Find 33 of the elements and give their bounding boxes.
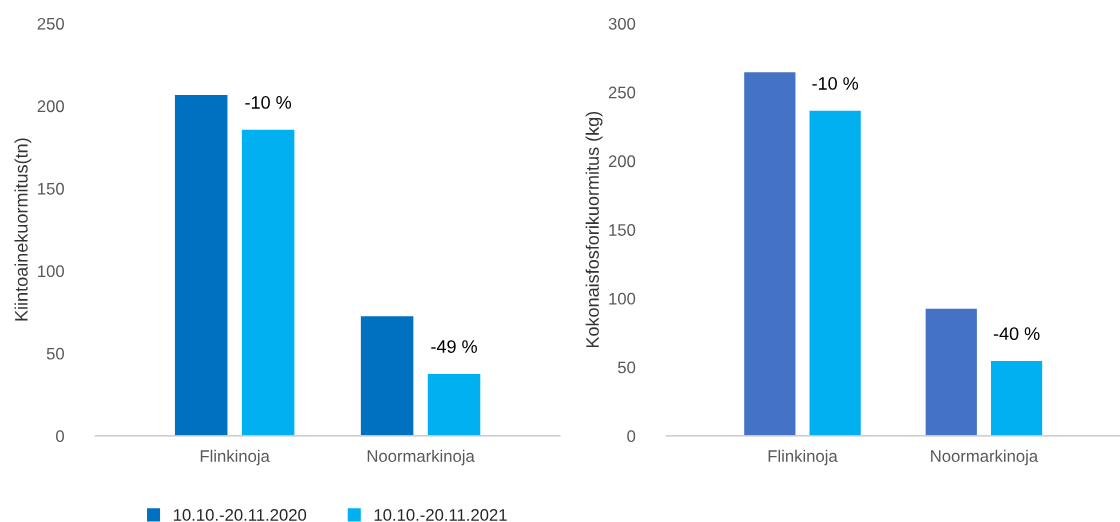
y-tick-label: 50 [46, 347, 64, 360]
annotation: -49 % [431, 340, 477, 353]
annotation: -10 % [245, 96, 292, 109]
annotation: -10 % [812, 77, 859, 90]
y-tick-label: 50 [617, 361, 636, 374]
bar [240, 128, 296, 436]
bar [989, 359, 1044, 436]
y-axis-title: Kokonaisfosforikuormitus (kg) [585, 111, 603, 348]
legend-label: 10.10.-20.11.2021 [374, 509, 507, 521]
y-tick-label: 300 [608, 17, 636, 30]
bar [426, 372, 482, 436]
y-tick-label: 0 [56, 430, 64, 443]
y-tick-label: 100 [38, 265, 64, 278]
bar [742, 70, 797, 436]
bar [924, 307, 979, 436]
y-tick-label: 200 [608, 155, 636, 168]
y-tick-label: 150 [38, 182, 64, 195]
x-tick-label: Flinkinoja [768, 449, 838, 466]
annotation: -40 % [993, 327, 1040, 341]
x-tick-label: Noormarkinoja [367, 449, 475, 466]
bar [173, 93, 229, 436]
x-tick-label: Noormarkinoja [931, 449, 1039, 466]
y-tick-label: 100 [609, 292, 636, 305]
y-axis-title: Kiintoainekuormitus(tn) [14, 138, 32, 321]
y-tick-label: 150 [609, 224, 636, 236]
y-tick-label: 0 [627, 430, 636, 443]
y-tick-label: 200 [37, 100, 64, 113]
y-tick-label: 250 [608, 86, 636, 99]
bar [808, 109, 863, 436]
legend-label: 10.10.-20.11.2020 [173, 509, 307, 521]
bar [359, 314, 415, 436]
y-tick-label: 250 [37, 17, 64, 30]
x-tick-label: Flinkinoja [200, 449, 270, 466]
